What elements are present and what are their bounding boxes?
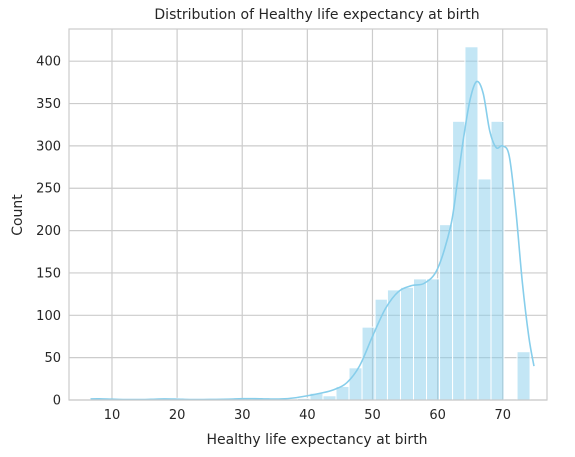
histogram-bar <box>322 395 337 401</box>
histogram-bar <box>452 120 466 401</box>
histogram-bar <box>399 286 414 401</box>
x-axis-label: Healthy life expectancy at birth <box>206 432 427 448</box>
y-tick-label: 400 <box>36 55 61 70</box>
y-tick-label: 100 <box>36 309 61 324</box>
histogram-bar <box>439 224 454 401</box>
plot-frame <box>68 28 548 401</box>
x-tick-label: 30 <box>234 408 251 423</box>
x-tick-label: 20 <box>169 408 186 423</box>
y-tick-label: 250 <box>36 182 61 197</box>
y-tick-label: 0 <box>53 394 61 409</box>
kde-curve-group <box>90 80 535 401</box>
x-tick-label: 40 <box>299 408 316 423</box>
x-tick-label: 10 <box>104 408 121 423</box>
histogram-bar <box>477 178 492 401</box>
histogram-bar <box>374 298 388 401</box>
histogram-bar <box>412 278 428 401</box>
histogram-bar <box>464 46 479 401</box>
histogram-bar <box>490 120 505 401</box>
histogram-bar <box>386 289 401 401</box>
kde-curve <box>90 80 535 401</box>
y-tick-label: 200 <box>36 224 61 239</box>
x-tick-label: 50 <box>364 408 381 423</box>
chart-title: Distribution of Healthy life expectancy … <box>154 7 479 23</box>
histogram-bar <box>516 351 531 401</box>
y-tick-label: 350 <box>36 97 61 112</box>
y-tick-label: 300 <box>36 139 61 154</box>
x-axis-ticks: 10 20 30 40 50 60 70 <box>104 408 511 423</box>
histogram-bar <box>361 326 376 401</box>
x-tick-label: 60 <box>429 408 446 423</box>
y-axis-label: Count <box>10 194 26 236</box>
y-tick-label: 50 <box>44 351 61 366</box>
histogram-bars <box>89 46 531 401</box>
histogram-bar <box>426 278 441 401</box>
x-tick-label: 70 <box>494 408 511 423</box>
y-axis-ticks: 0 50 100 150 200 250 300 350 400 <box>36 55 61 409</box>
y-tick-label: 150 <box>36 266 61 281</box>
